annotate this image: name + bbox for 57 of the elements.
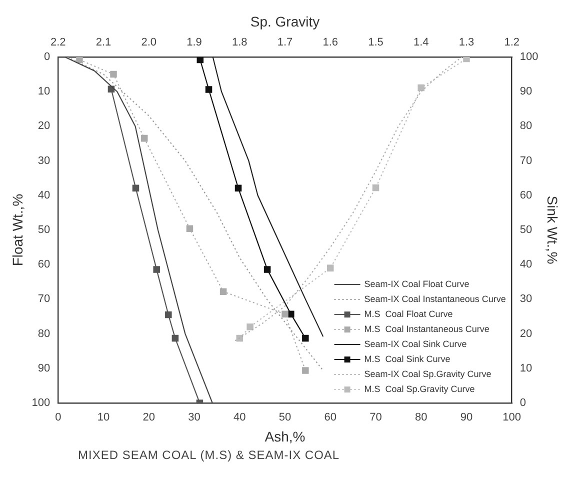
y2-tick-label: 90 [520,86,532,98]
x-tick-label: 70 [370,412,382,424]
x-tick-label: 30 [188,412,200,424]
y-tick-label: 60 [38,258,50,271]
y-tick-label: 70 [38,293,50,306]
y-tick-label: 40 [38,189,50,202]
y2-tick-label: 40 [520,258,532,271]
x2-tick-label: 2.0 [141,36,157,48]
y2-tick-label: 60 [520,189,532,202]
y-tick-label: 10 [38,86,50,98]
y2-tick-label: 10 [520,362,532,374]
y2-tick-label: 20 [520,328,532,340]
y2-tick-label: 70 [520,154,532,167]
legend-label: Seam-IX Coal Instantaneous Curve [364,294,506,304]
y-tick-label: 80 [38,328,50,340]
x-tick-label: 80 [414,412,428,424]
x2-tick-label: 1.5 [368,36,384,48]
x-axis-title: Ash,% [264,428,306,444]
y-tick-label: 20 [38,120,50,132]
x-tick-label: 90 [460,412,473,424]
y2-tick-label: 100 [520,51,538,64]
x2-axis-title: Sp. Gravity [250,13,320,30]
legend-label: Seam-IX Coal Sp.Gravity Curve [364,368,492,379]
y2-tick-label: 30 [520,293,532,306]
y2-tick-label: 80 [520,120,532,132]
x2-tick-label: 1.4 [413,36,429,48]
x-tick-label: 20 [142,412,156,424]
y-tick-label: 30 [38,154,50,167]
y-tick-label: 90 [38,362,50,374]
legend-label: Seam-IX Coal Sink Curve [364,338,467,349]
x2-tick-label: 1.7 [277,36,293,48]
y-tick-label: 0 [44,51,50,64]
legend-label: M.S Coal Sp.Gravity Curve [364,384,475,394]
x-tick-label: 60 [324,412,336,424]
y2-axis-title: Sink Wt.,% [544,196,561,264]
x-tick-label: 50 [278,412,292,424]
y-axis-title: Float Wt.,% [9,194,26,266]
x2-tick-label: 2.1 [96,36,112,48]
y-tick-label: 50 [38,224,50,236]
legend-label: M.S Coal Float Curve [364,308,453,319]
x-tick-label: 10 [97,412,110,424]
x-tick-label: 0 [55,412,62,424]
x2-tick-label: 2.2 [50,36,66,48]
legend-label: M.S Coal Sink Curve [364,354,450,364]
legend-label: Seam-IX Coal Float Curve [364,278,470,289]
x2-tick-label: 1.8 [232,36,248,48]
x2-tick-label: 1.2 [504,36,520,48]
x2-tick-label: 1.9 [186,36,202,48]
text: MIXED SEAM COAL (M.S) & SEAM-IX COAL [78,448,341,462]
y2-tick-label: 50 [520,224,532,236]
y2-tick-label: 0 [520,397,526,410]
x-tick-label: 100 [502,412,522,424]
x-tick-label: 40 [234,412,246,424]
x2-tick-label: 1.3 [458,36,474,48]
legend-label: M.S Coal Instantaneous Curve [364,324,490,334]
y-tick-label: 100 [32,397,50,410]
x2-tick-label: 1.6 [322,36,338,48]
